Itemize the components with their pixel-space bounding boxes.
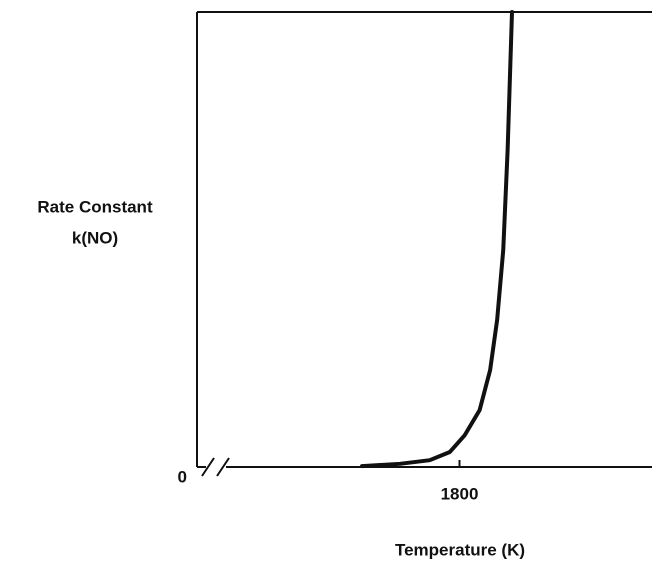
axis-break [201,457,215,477]
y-axis-label: Rate Constant [37,197,153,216]
y-tick-label: 0 [178,467,187,486]
y-axis-label: k(NO) [72,228,118,247]
x-tick-label: 1800 [441,484,479,503]
axis-break [216,457,230,477]
line [360,10,514,469]
x-axis-label: Temperature (K) [395,540,525,559]
